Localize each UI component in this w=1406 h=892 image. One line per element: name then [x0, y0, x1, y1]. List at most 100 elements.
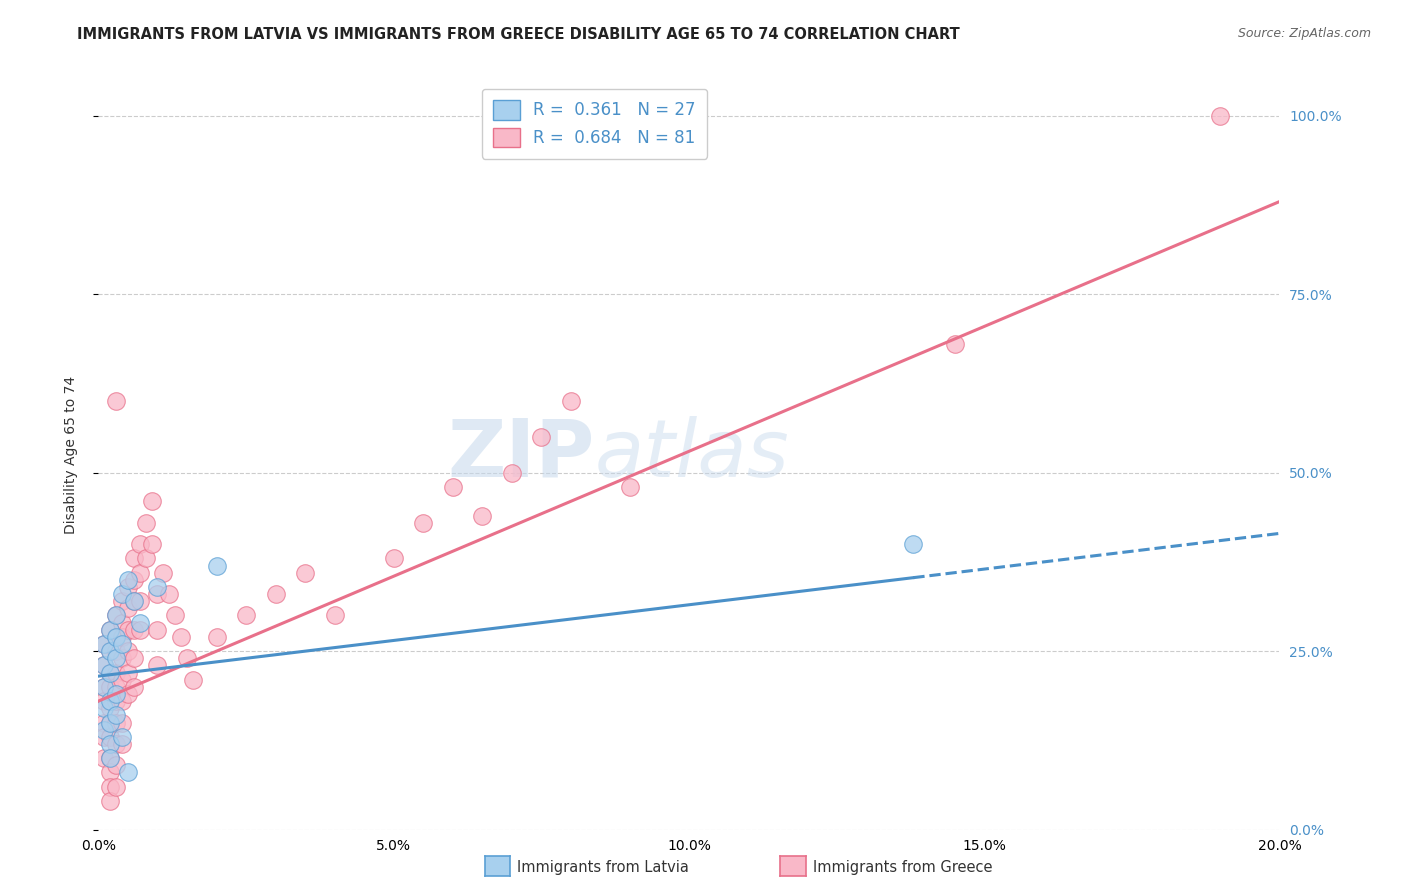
Point: [111, 673, 134, 687]
Point: [93, 701, 115, 715]
Point: [111, 737, 134, 751]
Point: [122, 651, 145, 665]
Point: [98, 794, 121, 808]
Point: [152, 566, 174, 580]
Point: [98, 644, 121, 658]
Point: [98, 737, 121, 751]
Point: [105, 680, 128, 694]
Point: [501, 466, 523, 480]
Point: [93, 723, 115, 737]
Point: [165, 608, 187, 623]
Point: [117, 601, 139, 615]
Point: [135, 551, 157, 566]
Point: [294, 566, 316, 580]
Point: [105, 665, 128, 680]
Point: [98, 730, 121, 744]
Point: [264, 587, 287, 601]
Point: [98, 623, 121, 637]
Point: [105, 644, 128, 658]
Point: [93, 751, 115, 765]
Point: [98, 694, 121, 708]
Point: [105, 630, 128, 644]
Point: [471, 508, 494, 523]
Point: [93, 637, 115, 651]
Point: [135, 516, 157, 530]
Point: [128, 566, 150, 580]
Point: [93, 715, 115, 730]
Point: [117, 765, 139, 780]
Point: [619, 480, 641, 494]
Point: [122, 551, 145, 566]
Point: [98, 623, 121, 637]
Point: [122, 680, 145, 694]
Text: Immigrants from Latvia: Immigrants from Latvia: [517, 861, 689, 875]
Point: [146, 587, 169, 601]
Point: [111, 615, 134, 630]
Point: [117, 573, 139, 587]
Point: [105, 737, 128, 751]
Point: [323, 608, 346, 623]
Point: [111, 651, 134, 665]
Point: [98, 715, 121, 730]
Point: [98, 765, 121, 780]
Point: [93, 637, 115, 651]
Point: [98, 715, 121, 730]
Point: [122, 594, 145, 608]
Point: [98, 780, 121, 794]
Point: [93, 730, 115, 744]
Point: [441, 480, 464, 494]
Point: [98, 701, 121, 715]
Point: [111, 630, 134, 644]
Point: [98, 665, 121, 680]
Point: [128, 615, 150, 630]
Text: Source: ZipAtlas.com: Source: ZipAtlas.com: [1237, 27, 1371, 40]
Point: [93, 658, 115, 673]
Text: atlas: atlas: [595, 416, 789, 494]
Point: [117, 644, 139, 658]
Point: [105, 758, 128, 772]
Point: [146, 623, 169, 637]
Point: [105, 780, 128, 794]
Point: [205, 558, 228, 573]
Point: [98, 751, 121, 765]
Point: [93, 680, 115, 694]
Point: [157, 587, 180, 601]
Point: [117, 580, 139, 594]
Point: [146, 580, 169, 594]
Legend: R =  0.361   N = 27, R =  0.684   N = 81: R = 0.361 N = 27, R = 0.684 N = 81: [481, 88, 707, 159]
Point: [122, 594, 145, 608]
Point: [98, 751, 121, 765]
Point: [146, 658, 169, 673]
Point: [205, 630, 228, 644]
Point: [105, 687, 128, 701]
Point: [560, 394, 582, 409]
Point: [943, 337, 966, 351]
Point: [128, 537, 150, 551]
Point: [141, 537, 163, 551]
Point: [382, 551, 405, 566]
Point: [122, 573, 145, 587]
Point: [98, 644, 121, 658]
Point: [93, 658, 115, 673]
Point: [170, 630, 193, 644]
Y-axis label: Disability Age 65 to 74: Disability Age 65 to 74: [63, 376, 77, 534]
Point: [530, 430, 553, 444]
Point: [98, 680, 121, 694]
Point: [105, 694, 128, 708]
Point: [105, 708, 128, 723]
Point: [117, 623, 139, 637]
Point: [235, 608, 257, 623]
Point: [122, 623, 145, 637]
Point: [105, 651, 128, 665]
Point: [105, 715, 128, 730]
Text: IMMIGRANTS FROM LATVIA VS IMMIGRANTS FROM GREECE DISABILITY AGE 65 TO 74 CORRELA: IMMIGRANTS FROM LATVIA VS IMMIGRANTS FRO…: [77, 27, 960, 42]
Point: [128, 623, 150, 637]
Point: [111, 587, 134, 601]
Point: [111, 637, 134, 651]
Point: [93, 694, 115, 708]
Point: [176, 651, 198, 665]
Point: [111, 594, 134, 608]
Point: [105, 630, 128, 644]
Point: [128, 594, 150, 608]
Point: [1209, 109, 1232, 123]
